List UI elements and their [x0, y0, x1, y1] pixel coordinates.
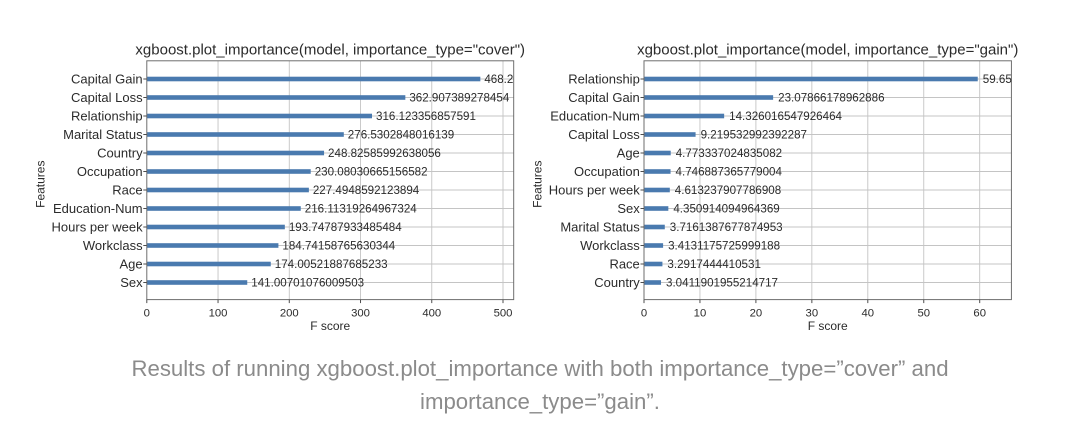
svg-text:141.00701076009503: 141.00701076009503: [251, 277, 364, 290]
svg-text:Relationship: Relationship: [568, 72, 640, 87]
svg-text:xgboost.plot_importance(model,: xgboost.plot_importance(model, importanc…: [637, 42, 1018, 59]
svg-text:100: 100: [209, 308, 228, 320]
svg-text:400: 400: [422, 308, 441, 320]
svg-text:316.123356857591: 316.123356857591: [376, 110, 476, 123]
svg-text:Hours per week: Hours per week: [52, 220, 144, 235]
svg-text:Hours per week: Hours per week: [549, 183, 641, 198]
svg-text:50: 50: [917, 308, 930, 320]
svg-text:Occupation: Occupation: [77, 164, 143, 179]
svg-text:Race: Race: [609, 257, 639, 272]
svg-text:Features: Features: [34, 161, 48, 208]
svg-text:40: 40: [862, 308, 875, 320]
svg-text:248.82585992638056: 248.82585992638056: [328, 147, 441, 160]
svg-text:F score: F score: [310, 319, 350, 333]
svg-text:300: 300: [351, 308, 370, 320]
svg-text:230.08030665156582: 230.08030665156582: [315, 166, 428, 179]
svg-text:Workclass: Workclass: [83, 238, 143, 253]
svg-text:Country: Country: [594, 275, 640, 290]
svg-text:468.20185273159: 468.20185273159: [484, 73, 577, 86]
svg-text:xgboost.plot_importance(model,: xgboost.plot_importance(model, importanc…: [135, 42, 525, 59]
svg-text:362.907389278454: 362.907389278454: [409, 92, 509, 105]
svg-text:Relationship: Relationship: [71, 109, 143, 124]
svg-text:4.613237907786908: 4.613237907786908: [675, 184, 781, 197]
svg-text:9.219532992392287: 9.219532992392287: [701, 129, 807, 142]
svg-text:Country: Country: [97, 146, 143, 161]
svg-text:184.74158765630344: 184.74158765630344: [282, 240, 395, 253]
svg-text:59.651803109619615: 59.651803109619615: [983, 73, 1080, 86]
svg-text:3.7161387677874953: 3.7161387677874953: [670, 221, 783, 234]
svg-text:3.2917444410531: 3.2917444410531: [667, 258, 761, 271]
svg-text:20: 20: [750, 308, 763, 320]
svg-text:500: 500: [494, 308, 513, 320]
svg-text:276.5302848016139: 276.5302848016139: [348, 129, 454, 142]
svg-text:Features: Features: [531, 161, 545, 208]
svg-text:174.00521887685233: 174.00521887685233: [275, 258, 388, 271]
svg-text:3.4131175725999188: 3.4131175725999188: [668, 240, 780, 253]
svg-text:Marital Status: Marital Status: [63, 127, 143, 142]
svg-text:0: 0: [144, 308, 150, 320]
svg-text:10: 10: [694, 308, 707, 320]
svg-text:193.74787933485484: 193.74787933485484: [289, 221, 402, 234]
svg-text:Education-Num: Education-Num: [53, 201, 143, 216]
svg-text:14.326016547926464: 14.326016547926464: [729, 110, 842, 123]
svg-text:F score: F score: [808, 319, 848, 333]
svg-text:Capital Loss: Capital Loss: [568, 127, 640, 142]
svg-text:Workclass: Workclass: [580, 238, 640, 253]
svg-text:227.4948592123894: 227.4948592123894: [313, 184, 420, 197]
svg-text:Occupation: Occupation: [574, 164, 640, 179]
svg-text:Sex: Sex: [120, 275, 143, 290]
svg-text:200: 200: [280, 308, 299, 320]
svg-text:0: 0: [641, 308, 647, 320]
svg-text:3.0411901955214717: 3.0411901955214717: [666, 277, 778, 290]
svg-text:Capital Gain: Capital Gain: [568, 90, 640, 105]
svg-text:Capital Loss: Capital Loss: [71, 90, 143, 105]
svg-text:Capital Gain: Capital Gain: [71, 72, 143, 87]
svg-text:23.07866178962886: 23.07866178962886: [778, 92, 884, 105]
svg-text:Age: Age: [617, 146, 640, 161]
svg-text:Marital Status: Marital Status: [560, 220, 640, 235]
svg-text:Sex: Sex: [617, 201, 640, 216]
svg-text:Education-Num: Education-Num: [550, 109, 640, 124]
svg-text:4.746887365779004: 4.746887365779004: [676, 166, 783, 179]
svg-text:Race: Race: [112, 183, 142, 198]
svg-text:60: 60: [973, 308, 986, 320]
svg-text:216.11319264967324: 216.11319264967324: [305, 203, 418, 216]
svg-text:4.773337024835082: 4.773337024835082: [676, 147, 782, 160]
svg-text:Age: Age: [119, 257, 142, 272]
svg-text:30: 30: [806, 308, 819, 320]
svg-text:4.350914094964369: 4.350914094964369: [673, 203, 779, 216]
